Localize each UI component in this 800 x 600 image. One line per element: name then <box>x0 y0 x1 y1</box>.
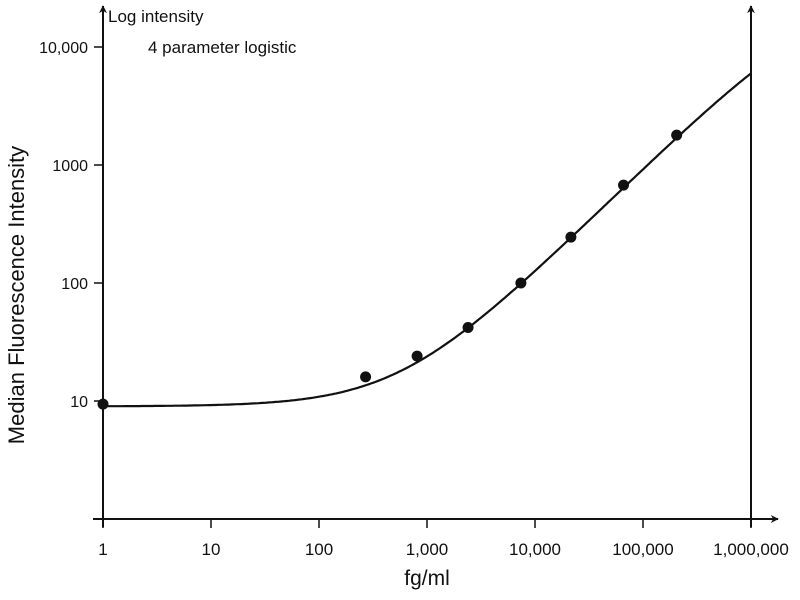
y-tick-label: 1000 <box>52 158 88 175</box>
y-axis-title: Median Fluorescence Intensity <box>4 146 29 444</box>
x-tick-label: 10 <box>202 540 221 559</box>
y-tick-label: 10 <box>70 394 88 411</box>
fit-curve <box>103 72 752 408</box>
x-tick-label: 10,000 <box>509 540 561 559</box>
data-point <box>462 321 474 333</box>
data-point <box>97 398 109 410</box>
data-point <box>671 129 683 141</box>
x-tick-label: 1,000 <box>406 540 449 559</box>
data-point <box>515 277 527 289</box>
data-point <box>411 350 423 362</box>
annotation-log-intensity: Log intensity <box>108 7 204 26</box>
x-axis-title: fg/ml <box>404 567 450 590</box>
chart-title: 4 parameter logistic <box>148 38 297 57</box>
data-point <box>618 179 630 191</box>
x-tick-label: 1,000,000 <box>713 540 789 559</box>
y-tick-label: 100 <box>61 276 88 293</box>
x-tick-label: 100,000 <box>612 540 673 559</box>
x-tick-label: 100 <box>305 540 333 559</box>
x-tick-label: 1 <box>98 540 107 559</box>
y-tick-label: 10,000 <box>39 40 88 57</box>
data-point <box>565 231 577 243</box>
data-point <box>360 371 372 383</box>
